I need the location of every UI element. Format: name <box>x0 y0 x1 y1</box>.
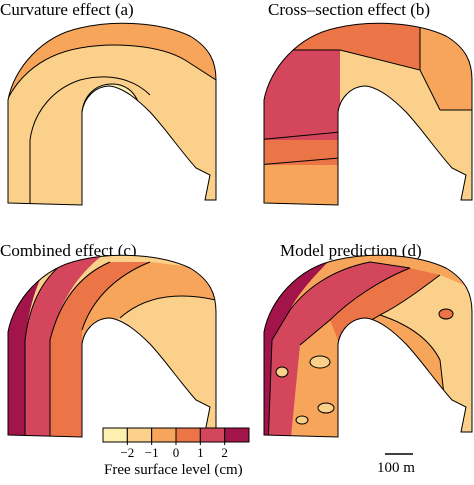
colorbar-swatch <box>199 427 226 443</box>
colorbar-swatch <box>224 427 250 443</box>
colorbar-tick-label: 1 <box>197 445 204 460</box>
colorbar-swatch <box>102 427 128 443</box>
panel-d-map <box>264 255 472 437</box>
colorbar-title: Free surface level (cm) <box>104 462 243 478</box>
panel-b-map <box>264 23 472 206</box>
colorbar-swatch <box>126 427 153 443</box>
colorbar-swatch <box>151 427 177 443</box>
panel-a-map <box>8 23 216 206</box>
panel-title-b: Cross–section effect (b) <box>268 0 431 19</box>
scale-bar-label: 100 m <box>377 460 415 476</box>
panel-title-c: Combined effect (c) <box>0 241 137 260</box>
panel-title-a: Curvature effect (a) <box>0 0 134 19</box>
colorbar-tick-label: 0 <box>173 445 180 460</box>
colorbar-tick-label: 2 <box>221 445 228 460</box>
colorbar-tick-label: −1 <box>145 445 159 460</box>
colorbar-tick-label: −2 <box>120 445 134 460</box>
colorbar-swatch <box>175 427 201 443</box>
panel-c-map <box>8 255 216 437</box>
colorbar: −2 −1 0 1 2 <box>102 427 250 460</box>
